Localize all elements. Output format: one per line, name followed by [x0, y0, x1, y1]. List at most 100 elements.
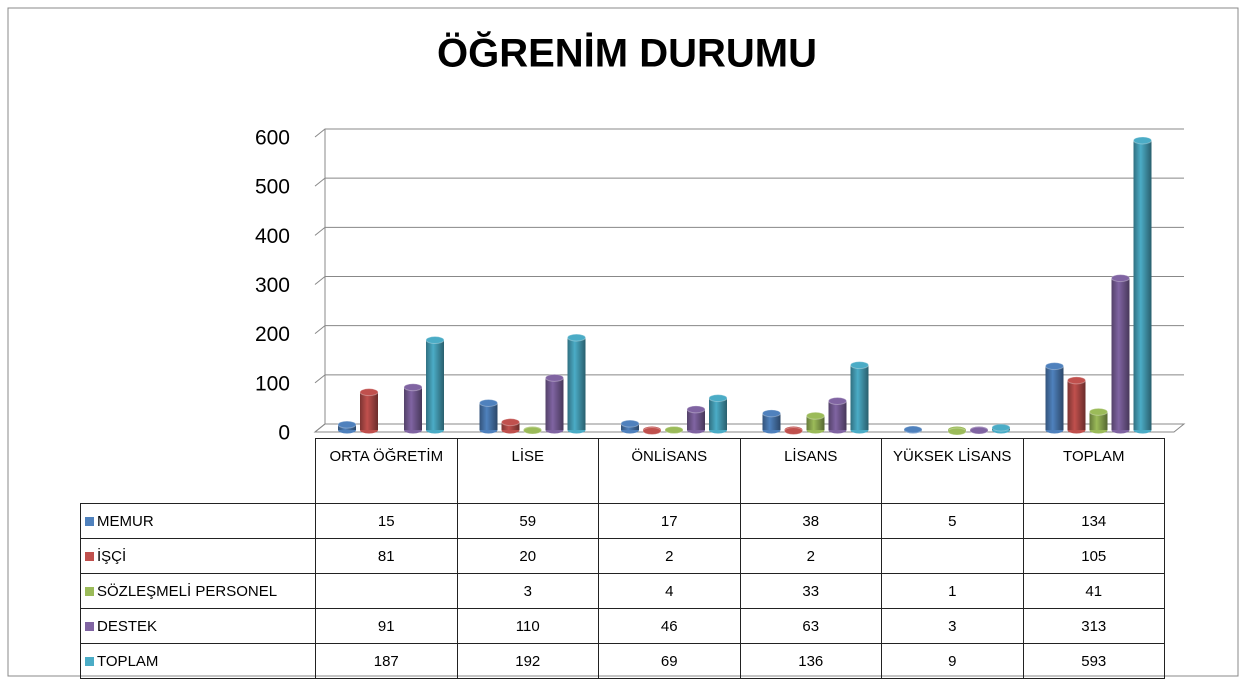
blank-cell: [80, 438, 316, 504]
bar-top: [991, 423, 1011, 432]
data-cell: 69: [598, 643, 741, 679]
data-row: SÖZLEŞMELİ PERSONEL 3 4 33 1 41: [80, 573, 1165, 609]
y-tick-label: 600: [255, 127, 290, 150]
bar-shade: [1133, 140, 1152, 431]
y-tick-label: 400: [255, 225, 290, 248]
data-cell: 3: [881, 608, 1024, 644]
bar-shade: [709, 398, 727, 430]
legend-key: [85, 551, 94, 561]
bar-top: [664, 426, 684, 435]
bar-top: [1111, 274, 1130, 283]
data-cell: 91: [315, 608, 458, 644]
legend-label: DESTEK: [97, 617, 158, 635]
grid-line: [314, 128, 1184, 138]
grid-line: [314, 226, 1184, 236]
y-tick-label: 500: [255, 176, 290, 199]
bar-top: [501, 418, 520, 427]
bar-top: [545, 373, 564, 382]
y-tick-label: 300: [255, 274, 290, 297]
bar-shade: [806, 415, 825, 430]
legend-label: TOPLAM: [97, 652, 159, 670]
y-tick-label: 0: [278, 422, 290, 445]
grid-line: [314, 325, 1184, 335]
bar-shade: [1045, 366, 1064, 430]
data-cell: 59: [456, 503, 599, 539]
data-cell: 63: [739, 608, 882, 644]
category-label: ORTA ÖĞRETİM: [315, 438, 458, 504]
bar-shade: [1067, 380, 1086, 430]
legend-entry: İŞÇİ: [80, 538, 316, 574]
bar-shade: [567, 337, 586, 430]
bar-top: [784, 427, 803, 436]
data-cell: 81: [315, 538, 458, 574]
legend-key: [85, 586, 94, 596]
bar-shade: [426, 340, 444, 430]
bar-shade: [360, 392, 378, 430]
data-cell: 4: [598, 573, 741, 609]
bar-top: [1045, 362, 1064, 371]
data-cell: 2: [598, 538, 741, 574]
bar-top: [828, 397, 847, 406]
legend-entry: TOPLAM: [80, 643, 316, 679]
data-cell: 33: [739, 573, 882, 609]
data-cell: 15: [315, 503, 458, 539]
bar-shade: [762, 413, 781, 430]
data-cell: 9: [881, 643, 1024, 679]
bar-shade: [479, 402, 498, 430]
data-cell: 187: [315, 643, 458, 679]
data-row: İŞÇİ 81 20 2 2 105: [80, 538, 1165, 574]
legend-label: MEMUR: [97, 512, 154, 530]
bar-top: [850, 361, 869, 370]
category-label: YÜKSEK LİSANS: [881, 438, 1024, 504]
bar-shade: [404, 387, 422, 430]
bar-shade: [828, 401, 847, 430]
legend-label: SÖZLEŞMELİ PERSONEL: [97, 582, 278, 600]
bar-top: [479, 398, 498, 407]
bar-top: [1133, 136, 1152, 145]
grid-line: [314, 276, 1184, 285]
data-cell: 41: [1022, 573, 1165, 609]
grid-line: [314, 423, 1184, 433]
data-cell: 105: [1022, 538, 1165, 574]
bar-shade: [545, 377, 564, 430]
data-cell: 5: [881, 503, 1024, 539]
legend-label: İŞÇİ: [97, 547, 127, 565]
data-table: ORTA ÖĞRETİM LİSE ÖNLİSANS LİSANS YÜKSEK LİS…: [80, 438, 1165, 679]
data-cell: 110: [456, 608, 599, 644]
data-row: MEMUR 15 59 17 38 5 134: [80, 503, 1165, 539]
data-cell: 134: [1022, 503, 1165, 539]
grid-line: [314, 374, 1184, 384]
bar-top: [1067, 376, 1086, 385]
bar-shade: [501, 422, 520, 430]
bar-shade: [687, 409, 705, 430]
legend-key: [85, 621, 94, 631]
data-cell: [315, 573, 458, 609]
bar-top: [969, 426, 989, 435]
bar-top: [523, 426, 542, 435]
data-cell: 593: [1022, 643, 1165, 679]
data-row: DESTEK 91 110 46 63 3 313: [80, 608, 1165, 644]
bar-top: [1089, 407, 1108, 416]
grid-line: [314, 177, 1184, 187]
data-cell: 1: [881, 573, 1024, 609]
category-label: TOPLAM: [1022, 438, 1165, 504]
data-cell: 38: [739, 503, 882, 539]
legend-key: [85, 516, 94, 526]
legend-entry: DESTEK: [80, 608, 316, 644]
legend-entry: SÖZLEŞMELİ PERSONEL: [80, 573, 316, 609]
y-tick-label: 100: [255, 372, 290, 395]
data-row: TOPLAM 187 192 69 136 9 593: [80, 643, 1165, 679]
legend-entry: MEMUR: [80, 503, 316, 539]
bar-top: [337, 420, 357, 429]
category-label: LİSANS: [739, 438, 882, 504]
bar-top: [567, 333, 586, 342]
bar-top: [425, 336, 445, 345]
data-cell: 3: [456, 573, 599, 609]
bar-top: [620, 419, 640, 428]
bar-top: [403, 383, 423, 392]
data-cell: 136: [739, 643, 882, 679]
data-cell: 17: [598, 503, 741, 539]
bar-top: [806, 411, 825, 420]
bar-top: [359, 388, 379, 397]
